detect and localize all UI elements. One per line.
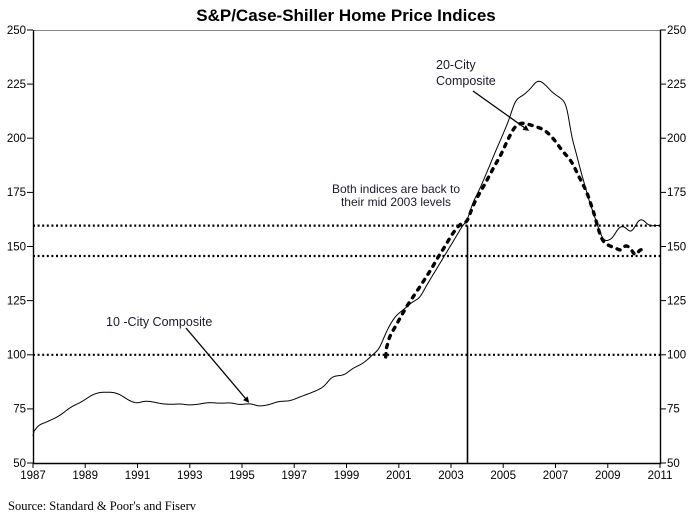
svg-text:10 -City Composite: 10 -City Composite: [106, 315, 212, 329]
svg-text:20-City: 20-City: [436, 58, 476, 72]
svg-text:1995: 1995: [229, 470, 255, 482]
svg-text:75: 75: [667, 404, 680, 416]
svg-text:2005: 2005: [490, 470, 516, 482]
svg-text:250: 250: [7, 25, 26, 37]
svg-text:1997: 1997: [281, 470, 307, 482]
svg-text:2003: 2003: [438, 470, 464, 482]
svg-text:100: 100: [7, 350, 26, 362]
svg-text:2009: 2009: [595, 470, 621, 482]
svg-text:150: 150: [7, 242, 26, 254]
svg-text:150: 150: [667, 242, 686, 254]
svg-text:100: 100: [667, 350, 686, 362]
svg-text:1989: 1989: [72, 470, 98, 482]
svg-text:Both indices are back to: Both indices are back to: [332, 182, 460, 196]
svg-text:1993: 1993: [177, 470, 203, 482]
svg-text:225: 225: [7, 79, 26, 91]
svg-text:175: 175: [667, 187, 686, 199]
svg-text:50: 50: [13, 458, 26, 470]
svg-text:1991: 1991: [125, 470, 151, 482]
svg-text:their mid 2003 levels: their mid 2003 levels: [341, 195, 451, 209]
svg-text:125: 125: [7, 296, 26, 308]
svg-text:1987: 1987: [20, 470, 46, 482]
svg-text:225: 225: [667, 79, 686, 91]
svg-text:Composite: Composite: [436, 74, 496, 88]
svg-text:75: 75: [13, 404, 26, 416]
svg-text:200: 200: [7, 133, 26, 145]
svg-text:50: 50: [667, 458, 680, 470]
svg-text:125: 125: [667, 296, 686, 308]
svg-text:2011: 2011: [648, 470, 673, 482]
svg-text:200: 200: [667, 133, 686, 145]
svg-text:1999: 1999: [334, 470, 360, 482]
svg-text:2001: 2001: [386, 470, 412, 482]
svg-text:175: 175: [7, 187, 26, 199]
svg-text:2007: 2007: [543, 470, 569, 482]
svg-text:250: 250: [667, 25, 686, 37]
